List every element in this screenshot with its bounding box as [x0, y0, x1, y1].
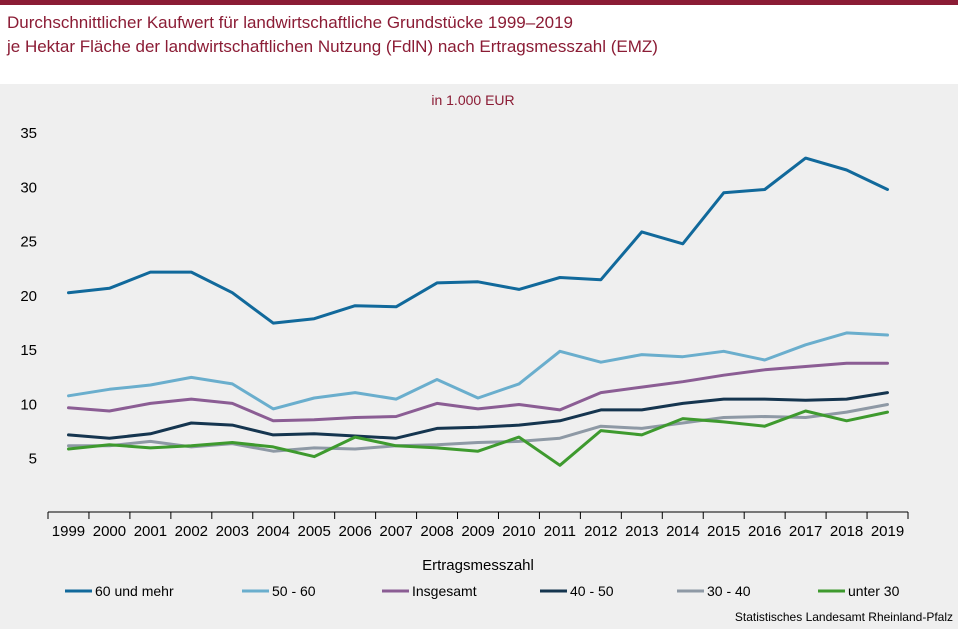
x-tick-label: 2019: [871, 523, 904, 540]
line-chart: in 1.000 EUR 5 10 15 20 25 30 35 1999 2000 2001 200…: [20, 92, 909, 599]
x-tick-label: 2001: [134, 523, 167, 540]
y-tick-label: 15: [20, 342, 37, 359]
x-tick-label: 2013: [625, 523, 658, 540]
x-tick-label: 2004: [257, 523, 290, 540]
x-tick-label: 2017: [789, 523, 822, 540]
top-accent-bar: [0, 0, 958, 5]
x-tick-label: 2009: [461, 523, 494, 540]
legend-label: 50 - 60: [272, 583, 316, 599]
y-tick-label: 10: [20, 396, 37, 413]
x-tick-label: 2015: [707, 523, 740, 540]
x-tick-label: 2008: [420, 523, 453, 540]
chart-title: Durchschnittlicher Kaufwert für landwirt…: [7, 13, 574, 32]
chart-panel: in 1.000 EUR 5 10 15 20 25 30 35 1999 2000 2001 200…: [0, 84, 958, 629]
chart-title-line2: je Hektar Fläche der landwirtschaftliche…: [7, 37, 658, 56]
legend-label: Insgesamt: [412, 583, 477, 599]
y-tick-label: 30: [20, 179, 37, 196]
x-tick-label: 2002: [175, 523, 208, 540]
y-tick-label: 35: [20, 125, 37, 142]
x-tick-label: 1999: [52, 523, 85, 540]
x-tick-label: 2010: [502, 523, 535, 540]
y-tick-label: 20: [20, 288, 37, 305]
series-line: [67, 361, 889, 423]
series-line: [67, 391, 889, 440]
y-tick-label: 25: [20, 234, 37, 251]
chart-header: Durchschnittlicher Kaufwert für landwirt…: [0, 5, 958, 84]
legend-label: unter 30: [848, 583, 900, 599]
x-axis-title: Ertragsmesszahl: [422, 557, 534, 574]
legend-label: 40 - 50: [570, 583, 614, 599]
x-tick-label: 2018: [830, 523, 863, 540]
series-line: [67, 331, 889, 411]
chart-subtitle: in 1.000 EUR: [431, 92, 514, 108]
x-tick-label: 2007: [379, 523, 412, 540]
legend-label: 30 - 40: [707, 583, 751, 599]
source-note: Statistisches Landesamt Rheinland-Pfalz: [734, 610, 953, 624]
series-line: [67, 409, 889, 467]
legend-label: 60 und mehr: [95, 583, 174, 599]
series-line: [67, 156, 889, 325]
x-tick-label: 2016: [748, 523, 781, 540]
y-tick-label: 5: [29, 451, 37, 468]
x-tick-label: 2005: [298, 523, 331, 540]
x-tick-label: 2012: [584, 523, 617, 540]
x-tick-label: 2011: [544, 523, 576, 540]
x-tick-label: 2000: [93, 523, 126, 540]
x-tick-label: 2014: [666, 523, 699, 540]
x-tick-label: 2006: [338, 523, 371, 540]
x-tick-label: 2003: [216, 523, 249, 540]
